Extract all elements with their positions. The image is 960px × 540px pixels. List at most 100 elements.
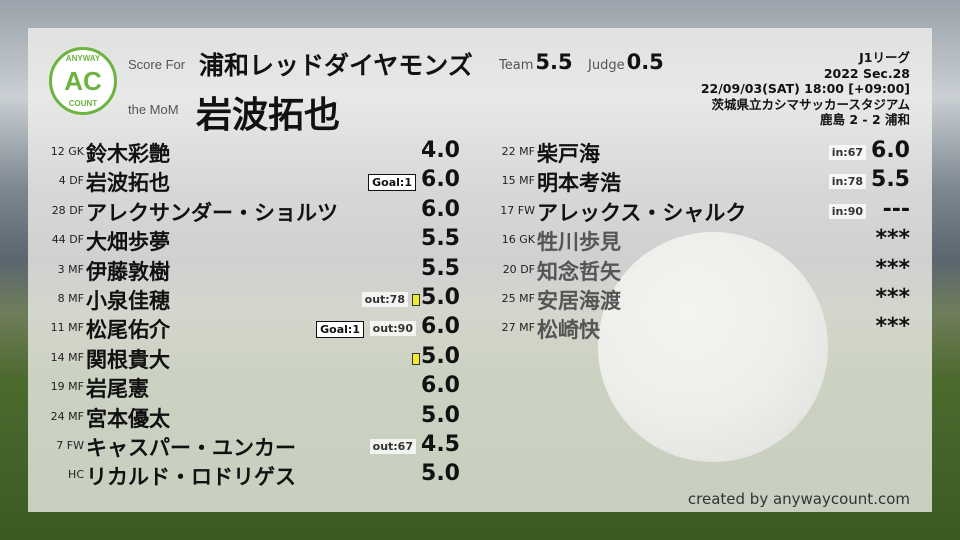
player-number: 11 [50, 321, 65, 335]
player-number-position: 25 MF [502, 292, 535, 305]
player-name: 松崎快 [537, 318, 600, 343]
player-row: 11 MF 松尾佑介 out:90 Goal:1 6.0 [28, 313, 460, 342]
player-number-position: 19 MF [51, 380, 84, 393]
player-row: 44 DF 大畑歩夢 5.5 [28, 225, 460, 254]
player-row: 8 MF 小泉佳穂 out:78 5.0 [28, 284, 460, 313]
player-score: --- [882, 196, 910, 222]
player-name: 安居海渡 [537, 289, 621, 313]
match-result: 鹿島 2 - 2 浦和 [820, 112, 910, 127]
goal-badge: Goal:1 [368, 174, 416, 192]
player-row: 17 FW アレックス・シャルク in:90 --- [479, 196, 910, 225]
player-row: 16 GK 牲川歩見 *** [479, 225, 910, 254]
league: J1リーグ [859, 50, 910, 65]
player-position: DF [520, 262, 535, 276]
player-number-position: 27 MF [502, 321, 535, 334]
player-number-position: 28 DF [52, 204, 84, 217]
player-number: 7 [56, 439, 64, 452]
substitution-tag: in:78 [828, 174, 866, 190]
substitution-tag: in:90 [828, 203, 866, 219]
player-score: 5.5 [421, 226, 460, 252]
substitution-tag: out:90 [369, 321, 416, 337]
player-position: DF [69, 174, 84, 188]
player-number-position: 44 DF [52, 233, 84, 246]
player-score: *** [875, 255, 910, 281]
player-row: HC リカルド・ロドリゲス 5.0 [28, 460, 460, 489]
mom-label: the MoM [128, 102, 179, 117]
team-score-label: Team [499, 58, 534, 73]
player-position: MF [519, 292, 535, 305]
player-number: 4 [58, 174, 66, 188]
player-number-position: 12 GK [51, 145, 84, 158]
match-datetime: 22/09/03(SAT) 18:00 [+09:00] [700, 81, 910, 96]
player-score: 6.0 [421, 373, 460, 399]
player-number: 27 [501, 321, 516, 335]
player-position: GK [68, 145, 84, 158]
logo-top-text: ANYWAY [65, 54, 101, 63]
player-number: 3 [57, 262, 65, 276]
match-info: J1リーグ 2022 Sec.28 22/09/03(SAT) 18:00 [+… [701, 50, 910, 128]
player-row: 14 MF 関根貴大 5.0 [28, 343, 460, 372]
player-score: 6.0 [421, 167, 460, 193]
player-name: 牲川歩見 [537, 230, 621, 255]
player-number-position: 14 MF [51, 351, 84, 364]
player-name: 小泉佳穂 [86, 289, 170, 313]
player-number: 44 [51, 233, 66, 247]
anywaycount-logo: ANYWAY AC COUNT [49, 47, 117, 115]
player-name: 明本考浩 [537, 171, 621, 196]
judge-score: Judge0.5 [588, 50, 664, 74]
player-row: 28 DF アレクサンダー・ショルツ 6.0 [28, 196, 460, 225]
player-number-position: 17 FW [500, 204, 535, 217]
player-name: キャスパー・ユンカー [86, 436, 296, 460]
player-position: MF [68, 321, 84, 335]
player-position: MF [68, 292, 84, 305]
player-number-position: HC [68, 468, 84, 481]
player-position: FW [66, 439, 84, 452]
player-row: 22 MF 柴戸海 in:67 6.0 [479, 137, 910, 166]
player-row: 20 DF 知念哲矢 *** [479, 255, 910, 284]
player-position: MF [519, 174, 535, 188]
goal-badge: Goal:1 [316, 321, 364, 339]
player-position: HC [68, 468, 84, 482]
player-name: 宮本優太 [86, 406, 170, 431]
judge-score-label: Judge [588, 58, 625, 73]
player-name: 柴戸海 [537, 142, 600, 166]
player-position: MF [68, 380, 84, 394]
player-position: MF [519, 321, 535, 335]
player-name: 関根貴大 [86, 347, 170, 372]
player-row: 15 MF 明本考浩 in:78 5.5 [479, 166, 910, 195]
player-score: 6.0 [421, 314, 460, 340]
mom-player: 岩波拓也 [196, 95, 341, 136]
logo-bottom-text: COUNT [68, 99, 98, 108]
team-name: 浦和レッドダイヤモンズ [199, 51, 473, 80]
player-number: 8 [57, 292, 65, 305]
credit: created by anywaycount.com [687, 490, 910, 508]
player-name: アレクサンダー・ショルツ [86, 200, 338, 225]
player-number-position: 8 MF [58, 292, 84, 305]
scoreboard-panel [28, 28, 932, 512]
section: 2022 Sec.28 [823, 65, 910, 81]
player-name: リカルド・ロドリゲス [86, 465, 296, 490]
player-number-position: 3 MF [58, 263, 84, 276]
player-row: 24 MF 宮本優太 5.0 [28, 402, 460, 431]
player-number: 12 [50, 145, 65, 158]
substitution-tag: in:67 [828, 145, 866, 160]
player-number-position: 11 MF [51, 321, 84, 334]
player-score: 5.0 [421, 343, 460, 369]
player-position: FW [517, 203, 535, 217]
player-position: MF [68, 262, 84, 276]
player-score: *** [875, 285, 910, 310]
player-row: 12 GK 鈴木彩艶 4.0 [28, 137, 460, 166]
player-number-position: 16 GK [502, 233, 535, 246]
player-position: MF [68, 409, 84, 423]
team-score-value: 5.5 [535, 50, 573, 74]
player-position: DF [69, 203, 84, 217]
player-row: 3 MF 伊藤敦樹 5.5 [28, 255, 460, 284]
player-number: 14 [50, 350, 65, 364]
player-score: 5.0 [421, 461, 460, 487]
player-name: 大畑歩夢 [86, 230, 170, 255]
player-name: 岩尾憲 [86, 377, 149, 402]
player-name: 岩波拓也 [86, 171, 170, 196]
player-position: MF [519, 145, 535, 158]
player-name: 知念哲矢 [537, 259, 621, 284]
player-number: 25 [501, 292, 516, 305]
